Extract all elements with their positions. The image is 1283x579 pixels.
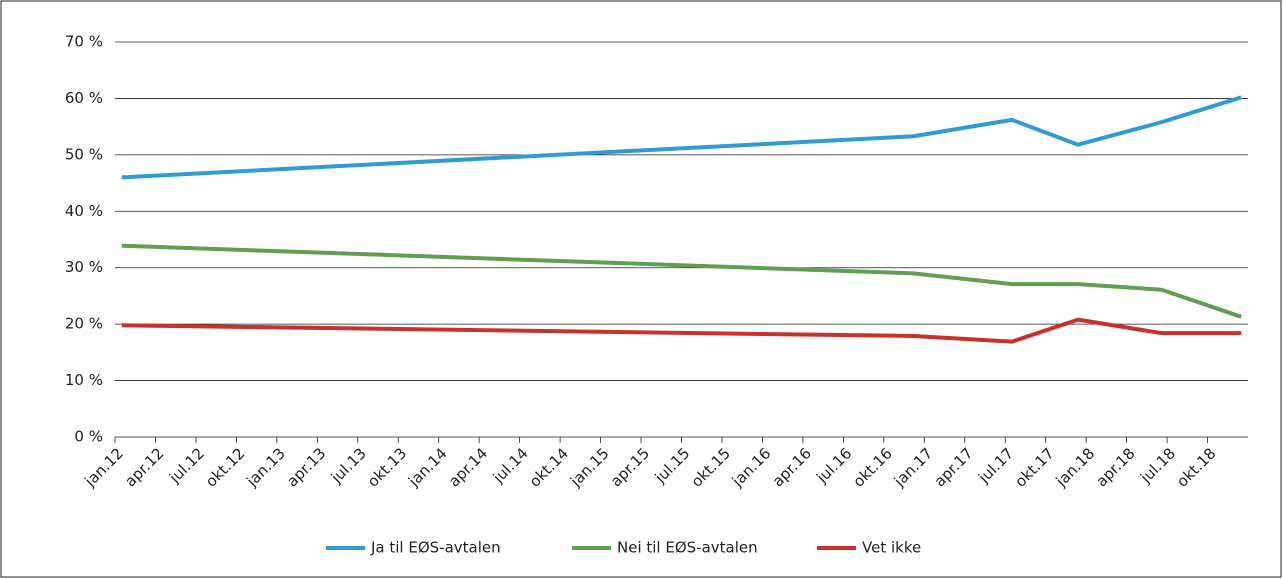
legend-label: Vet ikke xyxy=(862,539,921,557)
y-tick-label: 40 % xyxy=(65,202,103,220)
y-tick-label: 0 % xyxy=(74,428,103,446)
y-tick-label: 70 % xyxy=(65,33,103,51)
y-tick-label: 50 % xyxy=(65,145,103,163)
series-line xyxy=(121,95,1242,180)
legend-label: Ja til EØS-avtalen xyxy=(370,539,501,557)
series-line xyxy=(121,317,1242,344)
series-line xyxy=(121,243,1242,319)
y-tick-label: 60 % xyxy=(65,89,103,107)
y-tick-label: 20 % xyxy=(65,315,103,333)
legend-label: Nei til EØS-avtalen xyxy=(617,539,758,557)
y-tick-label: 30 % xyxy=(65,258,103,276)
y-tick-label: 10 % xyxy=(65,371,103,389)
